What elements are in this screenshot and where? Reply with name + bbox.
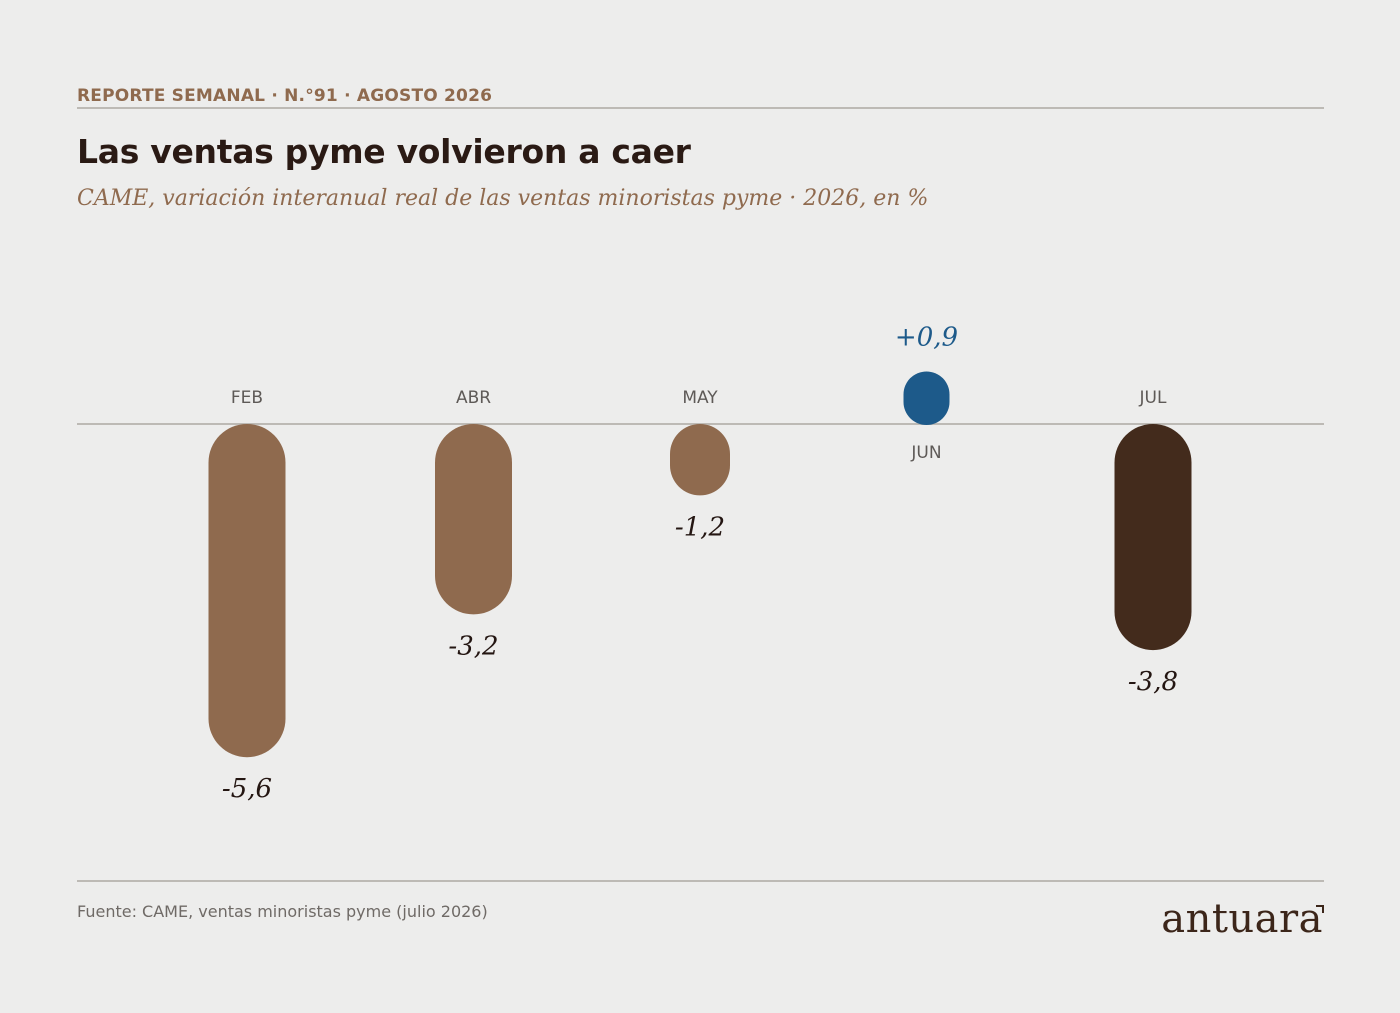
brand-corner-mark: [1316, 905, 1324, 913]
chart-title: Las ventas pyme volvieron a caer: [77, 132, 691, 171]
category-label-feb: FEB: [231, 388, 263, 408]
bar-feb: [208, 424, 286, 758]
value-label-jun: +0,9: [895, 322, 958, 352]
value-label-jul: -3,8: [1128, 667, 1178, 697]
brand-logo: antuara: [1161, 896, 1323, 942]
report-kicker: REPORTE SEMANAL · N.°91 · AGOSTO 2026: [77, 86, 493, 106]
value-label-may: -1,2: [675, 512, 725, 542]
category-label-jun: JUN: [910, 443, 941, 463]
bottom-divider: [77, 880, 1324, 882]
source-note: Fuente: CAME, ventas minoristas pyme (ju…: [77, 902, 488, 921]
value-label-abr: -3,2: [448, 631, 498, 661]
category-label-may: MAY: [682, 388, 718, 408]
bar-abr: [435, 424, 512, 615]
chart-subtitle: CAME, variación interanual real de las v…: [77, 186, 929, 211]
bar-jul: [1114, 424, 1192, 651]
top-divider: [77, 107, 1324, 109]
bar-may: [670, 424, 730, 496]
category-label-jul: JUL: [1139, 388, 1167, 408]
value-label-feb: -5,6: [222, 774, 272, 804]
category-label-abr: ABR: [456, 388, 491, 408]
bar-jun: [903, 371, 950, 425]
